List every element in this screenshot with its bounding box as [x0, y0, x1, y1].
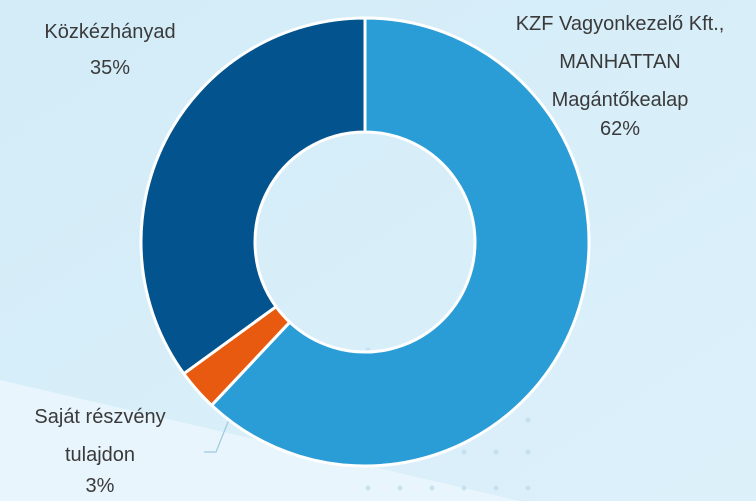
- label-line: tulajdon: [65, 444, 135, 466]
- value-label: 62%: [600, 118, 640, 140]
- category-label: Közkézhányad: [44, 21, 175, 43]
- value-label: 35%: [90, 57, 130, 79]
- label-line: KZF Vagyonkezelő Kft.,: [516, 13, 725, 35]
- category-label: Saját részvény tulajdon: [34, 406, 165, 466]
- label-line: Magántőkealap: [552, 89, 689, 111]
- value-label: 3%: [86, 475, 115, 497]
- donut-segment: [209, 16, 591, 468]
- label-line: Saját részvény: [34, 406, 165, 428]
- donut-segment: [139, 16, 367, 376]
- label-line: MANHATTAN: [559, 51, 680, 73]
- category-label: KZF Vagyonkezelő Kft., MANHATTAN Magántőke…: [516, 13, 725, 111]
